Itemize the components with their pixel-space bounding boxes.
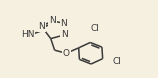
Text: O: O (63, 49, 70, 58)
Text: HN: HN (21, 30, 34, 39)
Text: N: N (61, 30, 68, 39)
Text: Cl: Cl (91, 24, 99, 33)
Text: N: N (49, 16, 56, 25)
Text: N: N (61, 19, 67, 28)
Text: N: N (38, 22, 45, 31)
Text: Cl: Cl (113, 57, 122, 66)
